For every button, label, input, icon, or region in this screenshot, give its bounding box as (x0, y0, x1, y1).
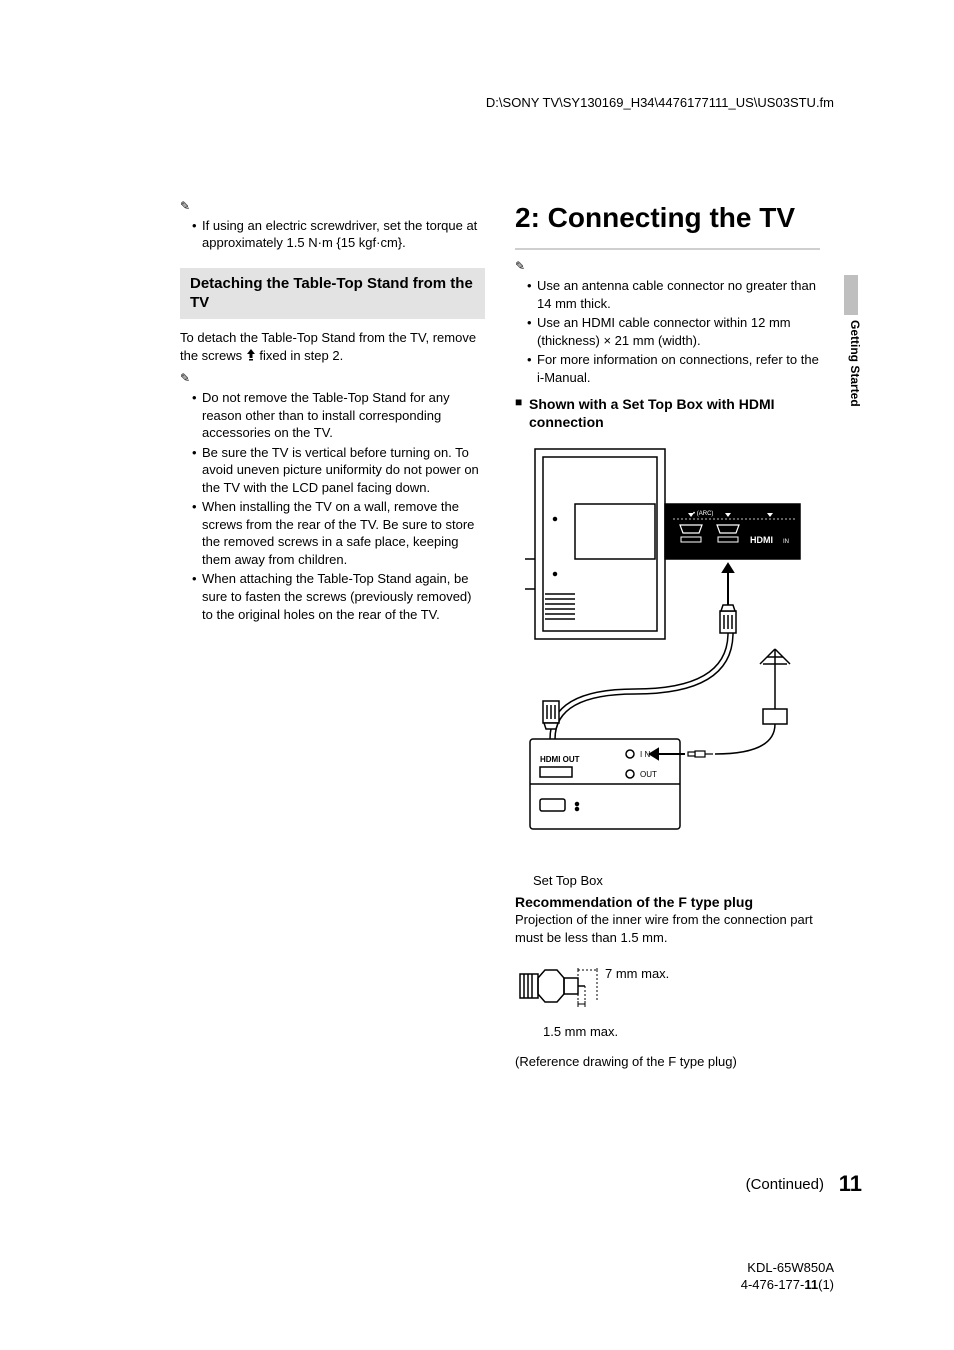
arc-label: • (ARC) (693, 511, 713, 517)
note-list: If using an electric screwdriver, set th… (180, 217, 485, 252)
note-list-2: Do not remove the Table-Top Stand for an… (180, 389, 485, 623)
note-item: Use an antenna cable connector no greate… (527, 277, 820, 312)
screw-up-icon (246, 349, 256, 361)
section-tab-marker (844, 275, 858, 315)
f-plug-diagram: 7 mm max. 1.5 mm max. (515, 956, 715, 1036)
hdmi-out-label: HDMI OUT (540, 755, 580, 764)
f-plug-reference: (Reference drawing of the F type plug) (515, 1054, 820, 1071)
note-block-2: Do not remove the Table-Top Stand for an… (180, 372, 485, 623)
out-label: OUT (640, 770, 657, 779)
connection-diagram: • (ARC) HDMI IN (515, 439, 820, 879)
note-item: When attaching the Table-Top Stand again… (192, 570, 485, 623)
note-item: If using an electric screwdriver, set th… (192, 217, 485, 252)
note-item: Be sure the TV is vertical before turnin… (192, 444, 485, 497)
file-path: D:\SONY TV\SY130169_H34\4476177111_US\US… (486, 95, 834, 112)
diagram-caption: Set Top Box (533, 873, 820, 890)
para-text-after: fixed in step 2. (256, 348, 343, 363)
heading-rule (515, 248, 820, 250)
note-item: For more information on connections, ref… (527, 351, 820, 386)
note-block: If using an electric screwdriver, set th… (180, 200, 485, 252)
f-plug-heading: Recommendation of the F type plug (515, 893, 820, 911)
section-heading: Detaching the Table-Top Stand from the T… (190, 274, 475, 313)
pencil-note-icon (515, 262, 531, 272)
docnum-post: (1) (818, 1277, 834, 1292)
right-column: 2: Connecting the TV Use an antenna cabl… (515, 200, 820, 1071)
svg-text:HDMI: HDMI (750, 535, 773, 545)
doc-number: 4-476-177-11(1) (741, 1277, 834, 1294)
dim-1-5mm: 1.5 mm max. (543, 1024, 715, 1041)
docnum-pre: 4-476-177- (741, 1277, 805, 1292)
note-item: When installing the TV on a wall, remove… (192, 498, 485, 568)
note-block-3: Use an antenna cable connector no greate… (515, 260, 820, 386)
continued-label: (Continued) (746, 1175, 824, 1195)
chapter-heading: 2: Connecting the TV (515, 200, 820, 236)
section-heading-box: Detaching the Table-Top Stand from the T… (180, 268, 485, 319)
f-plug-para: Projection of the inner wire from the co… (515, 911, 820, 946)
page-number: 11 (839, 1170, 862, 1199)
dim-7mm: 7 mm max. (605, 966, 669, 983)
note-item: Use an HDMI cable connector within 12 mm… (527, 314, 820, 349)
square-subheading: Shown with a Set Top Box with HDMI conne… (515, 395, 820, 431)
model-number: KDL-65W850A (741, 1260, 834, 1277)
detach-paragraph: To detach the Table-Top Stand from the T… (180, 329, 485, 364)
page-content: If using an electric screwdriver, set th… (180, 200, 820, 1071)
docnum-bold: 11 (804, 1277, 818, 1292)
pencil-note-icon (180, 374, 196, 384)
svg-text:IN: IN (783, 539, 789, 545)
pencil-note-icon (180, 202, 196, 212)
in-label: I N (640, 750, 650, 759)
note-item: Do not remove the Table-Top Stand for an… (192, 389, 485, 442)
note-list-3: Use an antenna cable connector no greate… (515, 277, 820, 386)
footer-model-info: KDL-65W850A 4-476-177-11(1) (741, 1260, 834, 1294)
left-column: If using an electric screwdriver, set th… (180, 200, 485, 1071)
section-tab-label: Getting Started (846, 320, 862, 407)
